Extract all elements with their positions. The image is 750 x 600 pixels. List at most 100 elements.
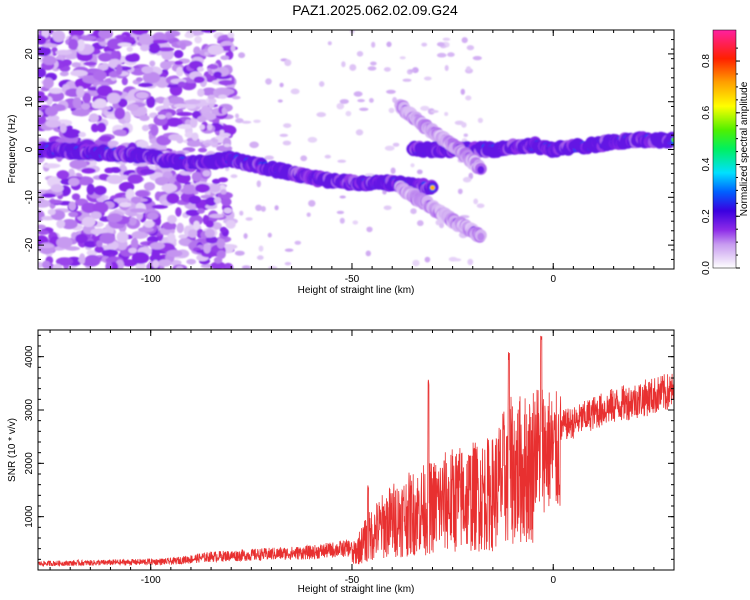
spectrogram-cell — [208, 64, 219, 70]
spectrogram-cell — [245, 217, 253, 221]
spectrogram-cell — [176, 136, 184, 144]
spectrogram-cell — [216, 250, 226, 259]
spectrogram-cell — [92, 201, 109, 214]
spectrogram-cell — [365, 173, 375, 177]
x-tick-label: 0 — [550, 274, 556, 285]
spectrogram-cell — [193, 220, 200, 231]
spectrogram-cell — [95, 98, 107, 109]
spectrogram-cell — [92, 81, 111, 87]
spectrogram-cell — [140, 44, 150, 52]
spectrogram-cell — [158, 259, 172, 267]
spectrogram-cell — [167, 232, 176, 243]
spectrogram-cell — [42, 55, 57, 66]
spectrogram-cell — [104, 167, 115, 174]
spectrogram-cell — [42, 77, 54, 89]
spectrogram-cell — [319, 81, 325, 87]
spectrogram-cell — [284, 248, 294, 252]
spectrogram-cell — [472, 56, 482, 61]
spectrogram-cell — [452, 258, 462, 262]
spectrogram-cell — [324, 154, 331, 159]
spectrogram-cell — [220, 55, 230, 60]
spectrogram-cell — [198, 147, 207, 153]
spectrogram-cell — [279, 133, 289, 137]
spectrogram-cell — [127, 174, 143, 184]
spectrogram-cell — [216, 88, 235, 95]
spectrogram-cell — [86, 249, 98, 256]
spectrogram-cell — [129, 208, 148, 213]
spectrogram-cell — [366, 226, 373, 233]
spectrogram-cell — [128, 217, 137, 226]
spectrogram-cell — [55, 138, 67, 144]
spectrogram-cell — [197, 208, 205, 214]
spectrogram-cell — [230, 174, 238, 179]
snr-series-line — [38, 335, 674, 567]
spectrogram-cell — [357, 99, 365, 103]
spectrogram-cell — [191, 171, 202, 182]
spectrogram-cell — [93, 70, 107, 81]
spectrogram-cell — [155, 216, 162, 226]
spectrogram-cell — [466, 66, 471, 71]
spectrogram-cell — [178, 234, 188, 239]
spectrogram-cell — [207, 94, 215, 100]
spectrogram-cell — [71, 109, 90, 117]
spectrogram-cell — [47, 199, 63, 204]
spectrogram-cell — [135, 77, 143, 82]
spectrogram-cell — [56, 236, 73, 249]
spectrogram-cell — [190, 117, 198, 128]
spectrogram-cell — [256, 255, 264, 260]
colorbar — [712, 29, 737, 269]
spectrogram-cell — [142, 71, 161, 84]
spectrogram-cell — [399, 56, 406, 60]
spectrogram-cell — [279, 82, 284, 88]
spectrogram-cell — [477, 232, 485, 241]
spectrogram-cell — [131, 252, 150, 264]
spectrogram-cell — [388, 107, 395, 114]
spectrogram-cell — [218, 80, 235, 86]
spectrogram-cell — [151, 204, 169, 209]
spectrogram-cell — [307, 136, 318, 143]
spectrogram-cell — [457, 188, 463, 195]
spectrogram-cell — [143, 182, 156, 191]
spectrogram-cell — [56, 219, 66, 229]
spectrogram-cell — [308, 200, 316, 207]
spectrogram-cell — [367, 66, 377, 71]
spectrogram-cell — [38, 230, 50, 235]
spectrogram-cell — [68, 30, 84, 37]
spectrogram-cell — [223, 143, 231, 148]
spectrogram-cell — [193, 46, 201, 55]
spectrogram-cell — [477, 117, 483, 123]
spectrogram-cell — [421, 42, 428, 47]
spectrogram-cell — [218, 94, 228, 99]
spectrogram-cell — [96, 85, 113, 97]
spectrogram-cell — [218, 177, 229, 183]
spectrogram-cell — [98, 30, 114, 39]
y-tick-label: 10 — [24, 96, 35, 108]
colorbar-tick-label: 0.8 — [701, 54, 712, 68]
spectrogram-cell — [201, 87, 217, 96]
spectrogram-cell — [205, 197, 217, 206]
spectrogram-cell — [213, 71, 222, 78]
spectrogram-cell — [300, 155, 308, 162]
spectrogram-cell — [146, 96, 156, 108]
spectrogram-cell — [38, 114, 47, 125]
spectrogram-cell — [339, 217, 345, 224]
spectrogram-cell — [81, 202, 98, 214]
spectrogram-cell — [94, 246, 104, 253]
spectrogram-cell — [110, 50, 119, 61]
spectrogram-cell — [230, 45, 236, 52]
spectrogram-cell — [161, 183, 178, 193]
spectrogram-cell — [47, 209, 56, 216]
spectrogram-cell — [417, 220, 424, 227]
spectrogram-cell — [274, 205, 279, 211]
spectrogram-cell — [290, 88, 300, 95]
spectrogram-cell — [38, 261, 44, 269]
spectrogram-cell — [336, 210, 345, 215]
spectrogram-cell — [122, 36, 135, 43]
spectrogram-cell — [210, 261, 226, 269]
spectrogram-xlabel: Height of straight line (km) — [298, 285, 415, 296]
spectrogram-cell — [352, 220, 359, 225]
spectrogram-cell — [235, 113, 239, 119]
spectrogram-cell — [42, 163, 61, 169]
spectrogram-cell — [188, 229, 198, 238]
spectrogram-cell — [141, 66, 154, 74]
